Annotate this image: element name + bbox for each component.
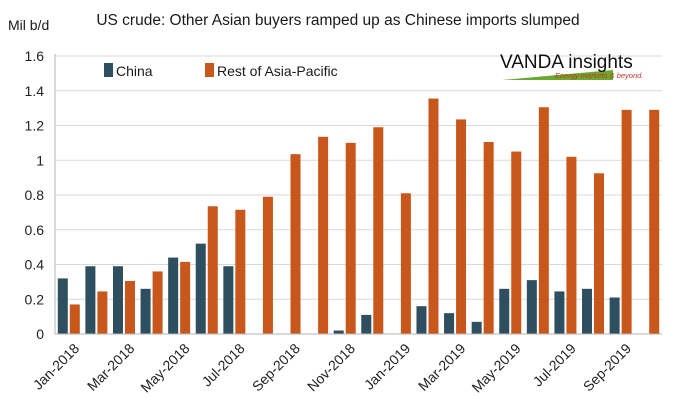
bar-china [609, 297, 620, 334]
y-tick-label: 1.2 [25, 118, 45, 134]
bar-china [333, 330, 344, 334]
x-tick-label: Jan-2018 [30, 340, 83, 393]
bar-china [444, 313, 455, 334]
bar-rest-of-asia-pacific [262, 196, 273, 334]
y-tick-label: 0.2 [25, 291, 45, 307]
bar-china [499, 288, 510, 334]
gridlines [55, 55, 662, 300]
x-tick-label: Jan-2019 [361, 340, 414, 393]
x-tick-label: May-2019 [468, 340, 523, 395]
y-tick-label: 1.6 [25, 48, 45, 64]
bar-china [526, 280, 537, 334]
bar-china [416, 306, 427, 334]
bar-rest-of-asia-pacific [621, 109, 632, 334]
bar-china [195, 243, 206, 334]
x-tick-label: Mar-2019 [415, 340, 469, 394]
bar-china [471, 321, 482, 334]
bar-rest-of-asia-pacific [69, 304, 80, 334]
bar-china [223, 266, 234, 334]
legend: China Rest of Asia-Pacific [104, 63, 338, 79]
bar-rest-of-asia-pacific [428, 98, 439, 334]
bar-china [57, 278, 68, 334]
bars [57, 98, 660, 334]
y-axis-unit-label: Mil b/d [8, 17, 49, 33]
legend-swatch-china [104, 63, 113, 77]
bar-rest-of-asia-pacific [511, 151, 522, 334]
x-tick-label: Mar-2018 [84, 340, 138, 394]
logo-tagline: Energy markets & beyond. [555, 71, 643, 80]
bar-rest-of-asia-pacific [207, 206, 218, 334]
x-tick-label: May-2018 [137, 340, 192, 395]
bar-rest-of-asia-pacific [483, 142, 494, 334]
bar-china [582, 288, 593, 334]
x-tick-label: Jul-2019 [530, 340, 579, 389]
y-tick-label: 0.6 [25, 222, 45, 238]
legend-label-rest-of-asia-pacific: Rest of Asia-Pacific [217, 63, 338, 79]
x-tick-label: Sep-2018 [249, 340, 303, 394]
x-tick-label: Jul-2018 [199, 340, 248, 389]
chart-title: US crude: Other Asian buyers ramped up a… [96, 12, 579, 29]
logo-green-swoosh [502, 70, 613, 80]
bar-rest-of-asia-pacific [400, 193, 411, 334]
logo-text: VANDA insights [500, 52, 633, 73]
y-tick-label: 0.4 [25, 257, 45, 273]
bar-rest-of-asia-pacific [373, 127, 384, 334]
bar-rest-of-asia-pacific [566, 156, 577, 334]
y-tick-label: 0.8 [25, 187, 45, 203]
bar-rest-of-asia-pacific [152, 271, 163, 334]
y-tick-label: 1.4 [25, 83, 45, 99]
bar-china [140, 288, 151, 334]
bar-rest-of-asia-pacific [456, 119, 467, 334]
bar-china [554, 291, 565, 334]
y-tick-label: 1 [36, 152, 44, 168]
legend-swatch-rest-of-asia-pacific [205, 63, 214, 77]
bar-rest-of-asia-pacific [345, 142, 356, 334]
bar-china [112, 266, 123, 334]
bar-rest-of-asia-pacific [235, 209, 246, 334]
bar-rest-of-asia-pacific [594, 173, 605, 334]
vanda-insights-logo: VANDA insights Energy markets & beyond. [500, 52, 643, 80]
bar-rest-of-asia-pacific [318, 136, 329, 334]
legend-label-china: China [116, 63, 153, 79]
bar-rest-of-asia-pacific [124, 281, 135, 334]
x-tick-label: Sep-2019 [580, 340, 634, 394]
bar-china [168, 257, 179, 334]
bar-rest-of-asia-pacific [97, 291, 108, 334]
bar-rest-of-asia-pacific [180, 261, 191, 334]
bar-rest-of-asia-pacific [290, 154, 301, 334]
bar-rest-of-asia-pacific [538, 107, 549, 334]
bar-china [361, 314, 372, 334]
x-tick-label: Nov-2018 [304, 340, 358, 394]
bar-rest-of-asia-pacific [649, 109, 660, 334]
y-tick-label: 0 [36, 326, 44, 342]
bar-china [85, 266, 96, 334]
